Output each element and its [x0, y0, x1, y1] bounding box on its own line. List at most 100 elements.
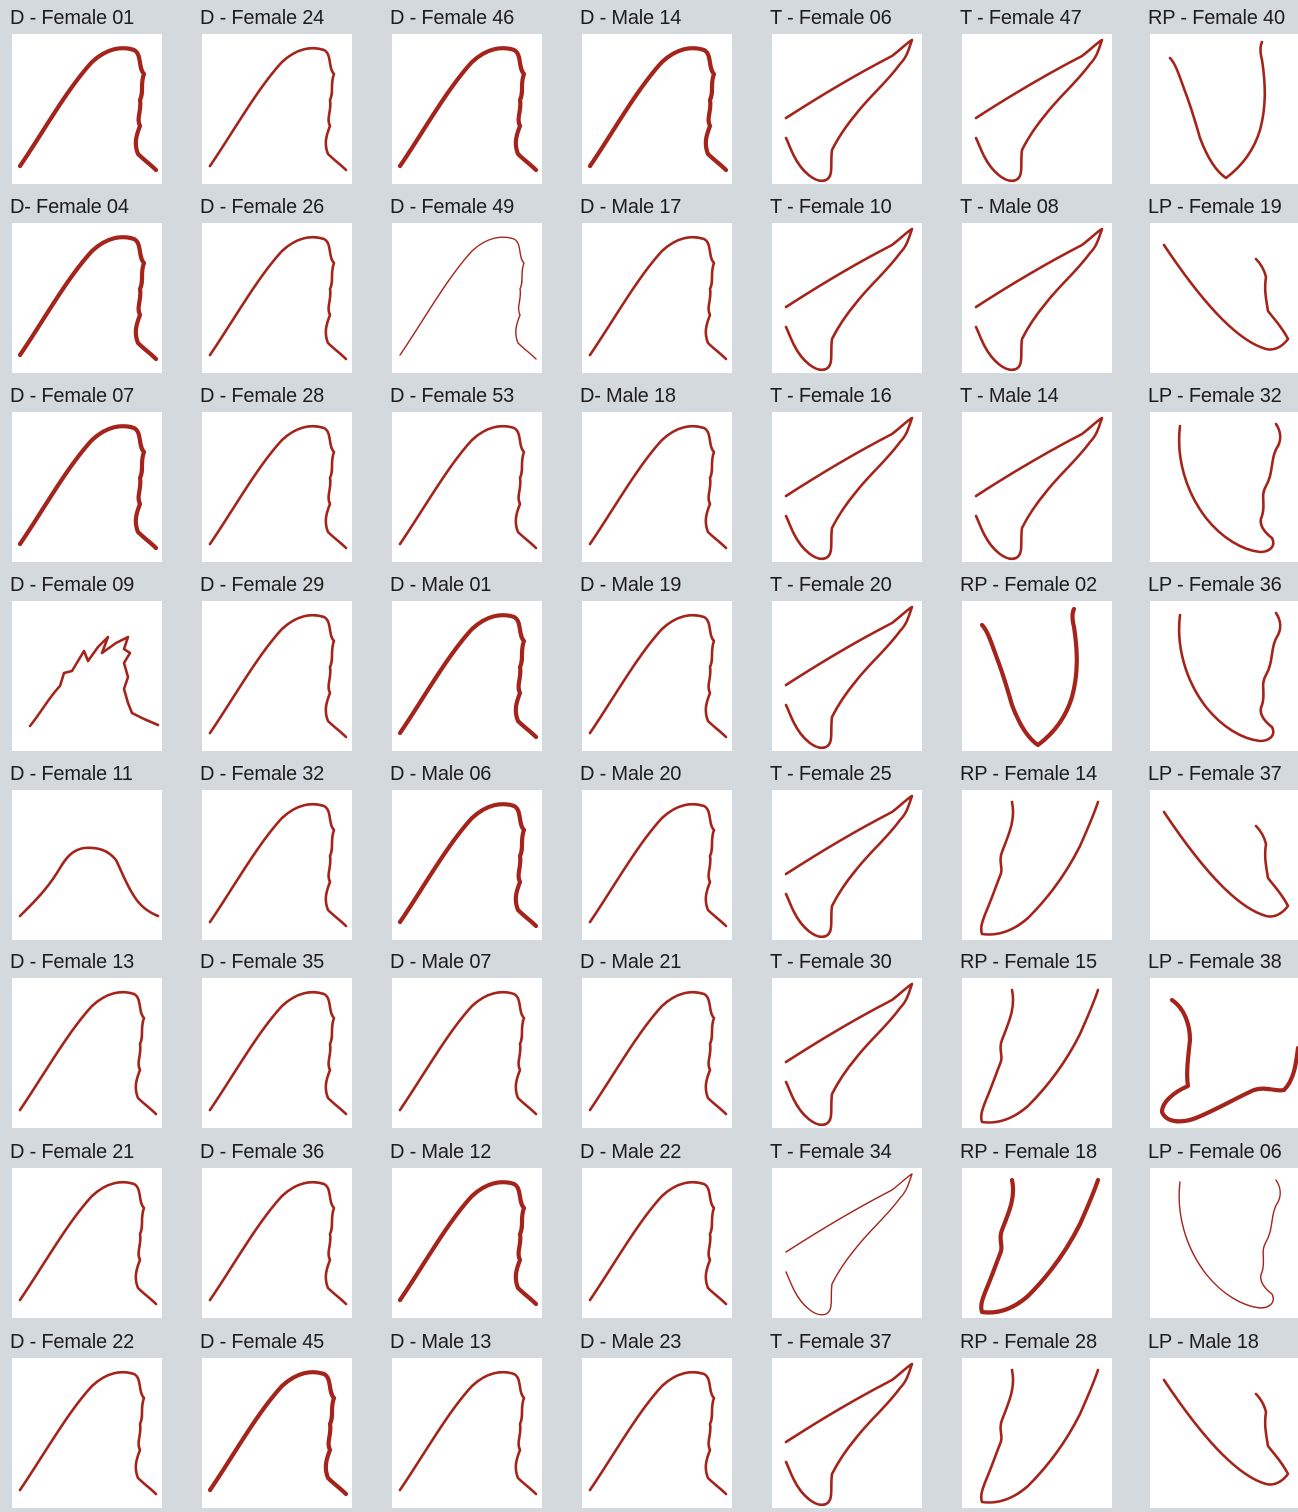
outline-label: D - Male 07: [390, 951, 492, 973]
outline-tile: [12, 1168, 162, 1318]
outline-tile: [1150, 412, 1298, 562]
outline-drawing: [784, 38, 914, 183]
outline-drawing: [979, 1368, 1100, 1504]
outline-stroke: [17, 46, 159, 173]
outline-stroke: [784, 416, 914, 561]
outline-cell: D - Male 06: [390, 756, 550, 944]
outline-label: D - Female 32: [200, 763, 325, 785]
outline-cell: T - Female 37: [770, 1324, 930, 1512]
outline-cell: D - Female 28: [200, 378, 360, 566]
outline-cell: T - Female 20: [770, 567, 930, 755]
outline-drawing: [974, 227, 1104, 372]
outline-label: LP - Male 18: [1148, 1331, 1259, 1353]
outline-tile: [392, 978, 542, 1128]
outline-label: D- Female 04: [10, 196, 129, 218]
outline-drawing: [208, 1180, 348, 1306]
outline-tile: [1150, 978, 1298, 1128]
outline-tile: [202, 1168, 352, 1318]
outline-stroke: [588, 235, 728, 361]
outline-cell: D - Male 17: [580, 189, 740, 377]
outline-drawing: [208, 424, 348, 550]
outline-stroke: [588, 424, 728, 550]
outline-tile: [962, 223, 1112, 373]
outline-drawing: [588, 990, 728, 1116]
outline-label: T - Female 34: [770, 1141, 892, 1163]
outline-tile: [772, 790, 922, 940]
outline-tile: [772, 34, 922, 184]
outline-label: T - Female 20: [770, 574, 892, 596]
outline-tile: [1150, 790, 1298, 940]
outline-cell: RP - Female 15: [960, 944, 1120, 1132]
outline-drawing: [398, 1370, 538, 1496]
outline-label: T - Male 08: [960, 196, 1059, 218]
outline-label: D - Female 36: [200, 1141, 325, 1163]
outline-label: LP - Female 19: [1148, 196, 1282, 218]
outline-label: D - Male 22: [580, 1141, 682, 1163]
outline-tile: [392, 601, 542, 751]
outline-drawing: [28, 635, 160, 728]
outline-stroke: [974, 227, 1104, 372]
outline-label: RP - Female 28: [960, 1331, 1097, 1353]
outline-tile: [202, 34, 352, 184]
outline-cell: T - Female 16: [770, 378, 930, 566]
outline-stroke: [784, 605, 914, 750]
outline-cell: D - Male 07: [390, 944, 550, 1132]
outline-tile: [202, 223, 352, 373]
outline-cell: D- Female 04: [10, 189, 170, 377]
outline-label: D - Female 26: [200, 196, 325, 218]
outline-cell: D - Female 29: [200, 567, 360, 755]
outline-cell: RP - Female 02: [960, 567, 1120, 755]
outline-drawing: [784, 416, 914, 561]
outline-tile: [12, 223, 162, 373]
outline-cell: D - Male 13: [390, 1324, 550, 1512]
outline-label: T - Female 47: [960, 7, 1082, 29]
outline-drawing: [18, 990, 158, 1116]
outline-tile: [202, 412, 352, 562]
outline-cell: D - Female 45: [200, 1324, 360, 1512]
outline-tile: [1150, 34, 1298, 184]
outline-label: T - Female 06: [770, 7, 892, 29]
outline-label: D - Female 28: [200, 385, 325, 407]
outline-drawing: [979, 800, 1100, 936]
outline-cell: T - Female 10: [770, 189, 930, 377]
outline-label: D - Male 23: [580, 1331, 682, 1353]
outline-tile: [12, 790, 162, 940]
outline-tile: [962, 34, 1112, 184]
outline-cell: LP - Female 37: [1148, 756, 1298, 944]
outline-drawing: [208, 802, 348, 928]
outline-stroke: [397, 46, 539, 173]
outline-cell: D - Female 22: [10, 1324, 170, 1512]
outline-label: T - Female 37: [770, 1331, 892, 1353]
outline-label: D - Female 45: [200, 1331, 325, 1353]
outline-drawing: [979, 606, 1079, 748]
outline-drawing: [18, 1180, 158, 1306]
outline-drawing: [588, 235, 728, 361]
outline-cell: D - Female 01: [10, 0, 170, 188]
outline-stroke: [18, 1180, 158, 1306]
outline-tile: [962, 1168, 1112, 1318]
outline-tile: [772, 978, 922, 1128]
outline-stroke: [399, 236, 537, 360]
outline-cell: D - Male 12: [390, 1134, 550, 1322]
outline-drawing: [18, 1370, 158, 1496]
outline-cell: D- Male 18: [580, 378, 740, 566]
outline-stroke: [784, 38, 914, 183]
outline-stroke: [1168, 40, 1267, 180]
outline-drawing: [1178, 1179, 1281, 1309]
outline-drawing: [397, 802, 539, 929]
outline-cell: D - Female 35: [200, 944, 360, 1132]
outline-stroke: [588, 990, 728, 1116]
outline-cell: T - Male 14: [960, 378, 1120, 566]
outline-label: D - Female 35: [200, 951, 325, 973]
outline-drawing: [207, 1370, 349, 1497]
outline-tile: [392, 223, 542, 373]
outline-label: D - Female 21: [10, 1141, 135, 1163]
outline-label: D - Female 22: [10, 1331, 135, 1353]
outline-stroke: [974, 416, 1104, 561]
outline-label: T - Female 30: [770, 951, 892, 973]
outline-drawing: [1162, 243, 1290, 351]
outline-tile: [12, 34, 162, 184]
outline-label: D - Female 09: [10, 574, 135, 596]
outline-drawing: [208, 235, 348, 361]
